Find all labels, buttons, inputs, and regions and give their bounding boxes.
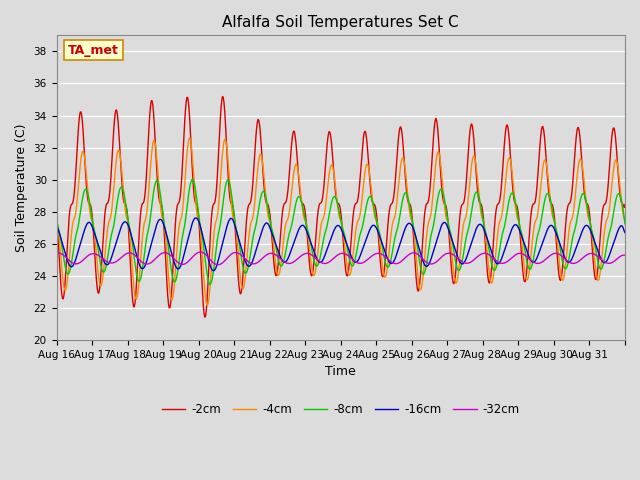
-4cm <box>275 272 283 278</box>
-8cm <box>52 218 60 224</box>
-2cm <box>275 253 283 259</box>
-32cm <box>214 262 222 268</box>
Text: TA_met: TA_met <box>68 44 119 57</box>
Line: -8cm: -8cm <box>56 180 625 284</box>
X-axis label: Time: Time <box>325 365 356 379</box>
-4cm <box>52 218 60 224</box>
-2cm <box>120 195 127 201</box>
-16cm <box>225 217 233 223</box>
-4cm <box>433 153 440 159</box>
-4cm <box>621 217 629 223</box>
Line: -2cm: -2cm <box>56 96 625 317</box>
-16cm <box>401 227 409 232</box>
-8cm <box>206 281 214 287</box>
-16cm <box>120 220 127 226</box>
-8cm <box>120 188 127 193</box>
-2cm <box>52 213 60 219</box>
Legend: -2cm, -4cm, -8cm, -16cm, -32cm: -2cm, -4cm, -8cm, -16cm, -32cm <box>157 398 525 420</box>
-8cm <box>433 202 440 207</box>
-8cm <box>275 259 283 265</box>
Y-axis label: Soil Temperature (C): Soil Temperature (C) <box>15 123 28 252</box>
-16cm <box>192 215 200 221</box>
-8cm <box>225 179 233 185</box>
-4cm <box>225 173 233 179</box>
-2cm <box>201 314 209 320</box>
-4cm <box>186 135 193 141</box>
-32cm <box>275 254 283 260</box>
-32cm <box>52 250 60 255</box>
Line: -4cm: -4cm <box>56 138 625 305</box>
-8cm <box>401 190 409 196</box>
-2cm <box>621 202 629 207</box>
-32cm <box>196 249 204 255</box>
-2cm <box>401 167 409 173</box>
-4cm <box>120 185 127 191</box>
-2cm <box>433 118 440 124</box>
Line: -32cm: -32cm <box>56 252 625 265</box>
-32cm <box>120 253 127 259</box>
-32cm <box>433 259 440 264</box>
-16cm <box>253 243 261 249</box>
-4cm <box>203 302 211 308</box>
-16cm <box>433 238 440 243</box>
-32cm <box>253 260 261 265</box>
-32cm <box>621 252 629 258</box>
-8cm <box>188 177 196 182</box>
-4cm <box>401 164 409 169</box>
-16cm <box>210 268 218 274</box>
-2cm <box>219 94 227 99</box>
-4cm <box>253 170 261 176</box>
-16cm <box>52 223 60 229</box>
-32cm <box>401 255 409 261</box>
-16cm <box>275 250 283 256</box>
-16cm <box>621 230 629 236</box>
-8cm <box>621 221 629 227</box>
-8cm <box>253 214 261 220</box>
Line: -16cm: -16cm <box>56 218 625 271</box>
Title: Alfalfa Soil Temperatures Set C: Alfalfa Soil Temperatures Set C <box>223 15 459 30</box>
-2cm <box>225 189 233 194</box>
-2cm <box>253 119 261 125</box>
-32cm <box>225 253 233 259</box>
